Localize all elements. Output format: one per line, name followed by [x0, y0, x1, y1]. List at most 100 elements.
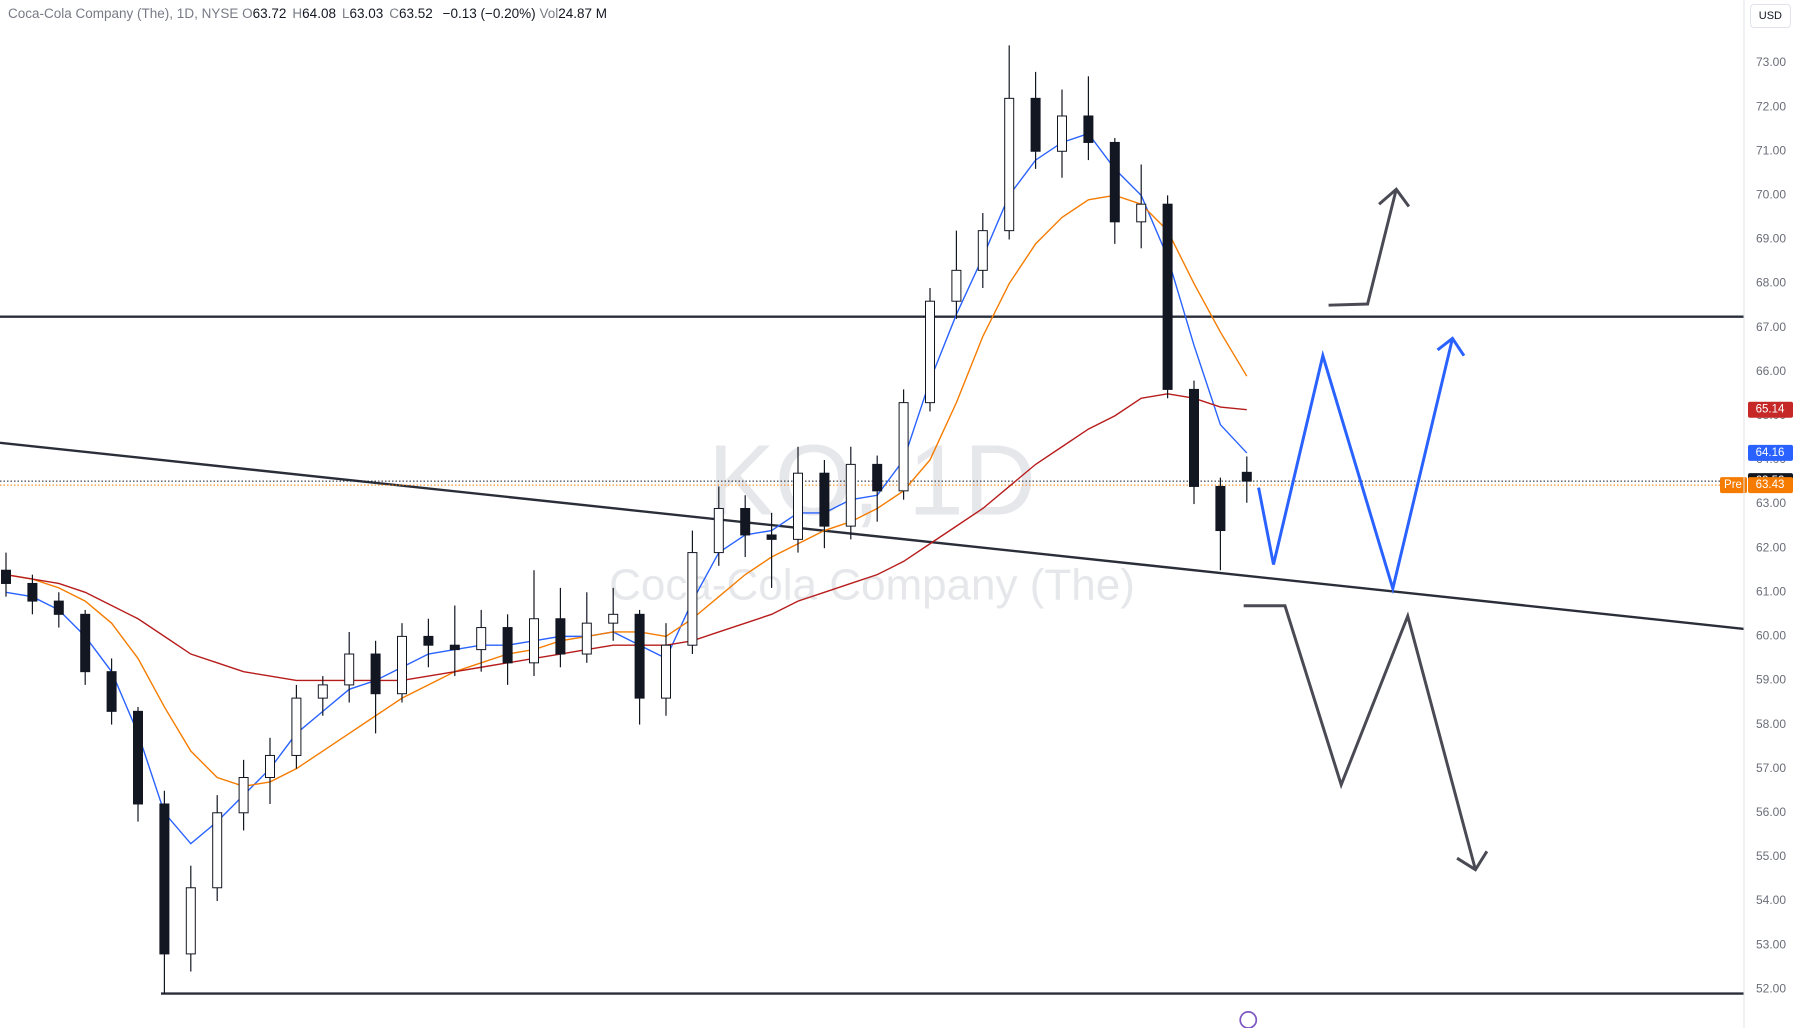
candle-body: [1109, 141, 1120, 223]
candle-body: [1189, 388, 1199, 487]
field-value: 63.72: [252, 6, 287, 21]
y-tick-label: 62.00: [1756, 540, 1786, 554]
price-label-box: [1748, 401, 1793, 418]
y-tick-label: 69.00: [1756, 232, 1786, 246]
candle-body: [53, 600, 64, 615]
candle-body: [581, 622, 592, 655]
y-tick-label: 60.00: [1756, 629, 1786, 643]
y-tick-label: 61.00: [1756, 584, 1786, 598]
candle-body: [133, 710, 143, 805]
event-icon[interactable]: [1239, 1011, 1258, 1028]
field-value: 63.03: [349, 6, 384, 21]
price-label: 64.16: [1756, 447, 1785, 459]
y-tick-label: 57.00: [1756, 761, 1786, 775]
candle-body: [1162, 203, 1173, 390]
field-label: L: [341, 6, 350, 21]
candle-body: [476, 627, 487, 651]
bullish-path: [1257, 338, 1454, 595]
y-tick-label: 58.00: [1756, 717, 1786, 731]
candle-body: [898, 402, 909, 492]
watermark: KO, 1D: [708, 424, 1036, 536]
drawings: [1239, 187, 1489, 1028]
candle-body: [925, 300, 935, 404]
bearish-path: [1243, 604, 1477, 871]
vol-label: Vol: [539, 6, 559, 21]
price-label-prefix-box: [1720, 477, 1747, 494]
y-tick-label: 53.00: [1756, 937, 1786, 951]
legend-header: Coca-Cola Company (The), 1D, NYSE O63.72…: [8, 6, 607, 21]
y-tick-label: 73.00: [1756, 55, 1786, 69]
candle-body: [634, 613, 645, 699]
candle-body: [713, 507, 724, 554]
candle-body: [793, 472, 803, 540]
price-label-box: [1748, 477, 1793, 494]
candle-body: [159, 803, 170, 955]
candle-body: [27, 582, 38, 602]
trend-line: [0, 441, 1745, 631]
candle-body: [370, 653, 381, 695]
vol-value: 24.87 M: [558, 6, 607, 21]
candle-body: [185, 887, 196, 955]
y-tick-label: 52.00: [1756, 981, 1786, 995]
candle-body: [1030, 97, 1041, 152]
price-label: 65.14: [1756, 404, 1785, 416]
arrow-head: [1378, 187, 1411, 208]
currency-button[interactable]: USD: [1749, 4, 1791, 28]
candle-body: [265, 754, 275, 779]
candle-body: [951, 269, 962, 302]
candle-body: [661, 644, 671, 699]
y-tick-label: 71.00: [1756, 143, 1786, 157]
candle-body: [740, 507, 751, 536]
y-tick-label: 72.00: [1756, 99, 1786, 113]
arrow-head: [1436, 336, 1466, 357]
candle-body: [872, 463, 883, 492]
price-label: 63.43: [1756, 479, 1785, 491]
field-label: H: [292, 6, 303, 21]
field-label: C: [389, 6, 400, 21]
y-tick-label: 67.00: [1756, 320, 1786, 334]
candle-body: [977, 230, 988, 271]
y-tick-label: 68.00: [1756, 276, 1786, 290]
y-tick-label: 54.00: [1756, 893, 1786, 907]
candle-body: [1241, 471, 1252, 482]
moving-average: [5, 393, 1247, 682]
candle-body: [291, 697, 302, 756]
ohlc: O63.72 H64.08 L63.03 C63.52: [242, 6, 439, 21]
arrow-head: [1456, 850, 1489, 872]
candle-body: [1083, 115, 1094, 143]
moving-average: [5, 194, 1248, 788]
candle-body: [687, 552, 698, 646]
candle-body: [845, 463, 856, 527]
candle-body: [608, 613, 619, 624]
up-arrow: [1328, 188, 1398, 307]
field-label: O: [242, 6, 253, 21]
candle-body: [1004, 97, 1015, 232]
candle-body: [1057, 115, 1067, 152]
candle-body: [502, 627, 513, 664]
candle-body: [238, 777, 249, 814]
candle-body: [80, 613, 91, 673]
candle-body: [1, 569, 11, 584]
moving-average: [5, 132, 1248, 845]
candle-body: [1136, 203, 1147, 223]
candle-body: [449, 644, 460, 651]
candle-body: [397, 635, 407, 695]
candle-body: [317, 684, 328, 699]
y-tick-label: 66.00: [1756, 364, 1786, 378]
y-tick-label: 63.00: [1756, 496, 1786, 510]
candle-body: [529, 618, 539, 664]
candle-body: [344, 653, 355, 686]
price-label-box: [1748, 444, 1793, 461]
candle-body: [212, 812, 223, 889]
y-tick-label: 56.00: [1756, 805, 1786, 819]
candle-body: [555, 618, 566, 655]
change: −0.13 (−0.20%): [442, 6, 536, 21]
field-value: 64.08: [302, 6, 336, 21]
symbol-title: Coca-Cola Company (The), 1D, NYSE: [8, 6, 239, 21]
candle-body: [106, 671, 117, 712]
candle-body: [819, 472, 830, 527]
y-tick-label: 59.00: [1756, 673, 1786, 687]
candle-body: [1215, 485, 1226, 532]
